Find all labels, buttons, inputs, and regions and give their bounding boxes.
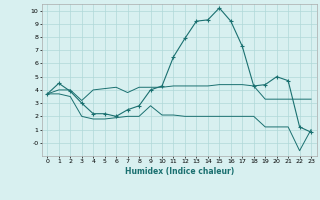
X-axis label: Humidex (Indice chaleur): Humidex (Indice chaleur) bbox=[124, 167, 234, 176]
